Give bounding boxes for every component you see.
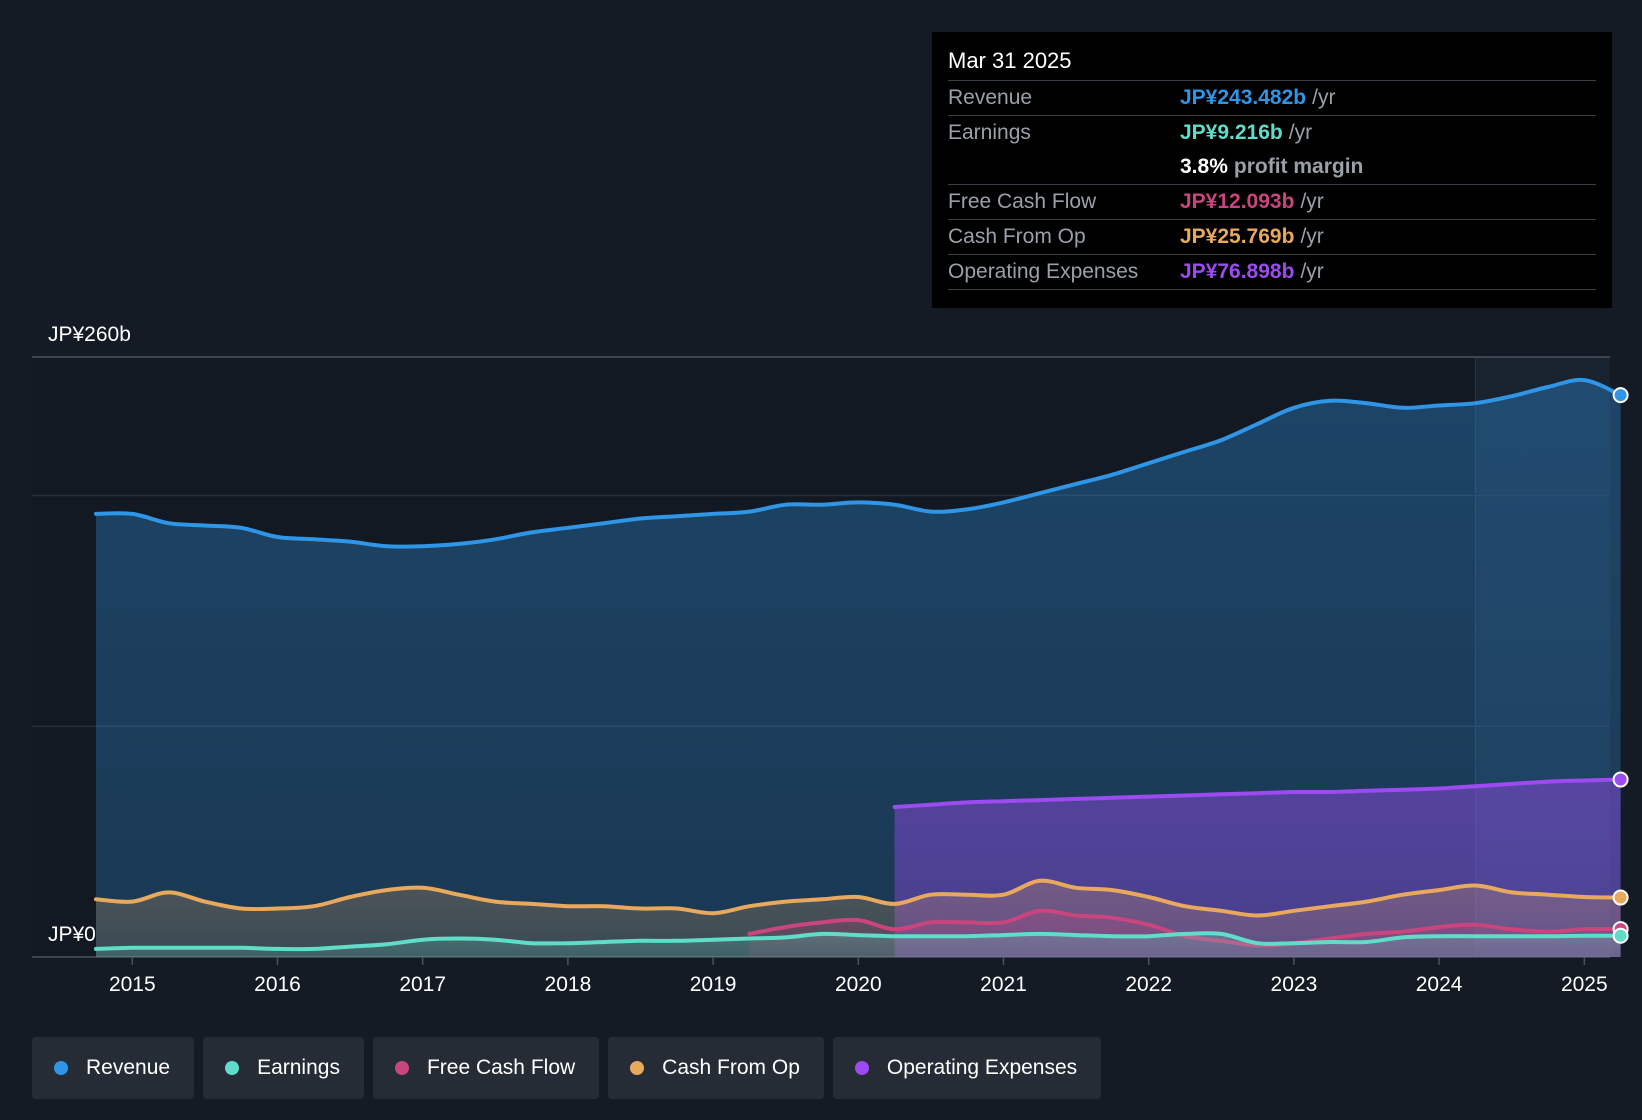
endpoint-cash-from-op	[1612, 889, 1629, 906]
x-tick-label-2020: 2020	[835, 973, 882, 996]
tooltip-date: Mar 31 2025	[948, 48, 1072, 73]
tooltip-row-cfo: Cash From Op JP¥25.769b /yr	[948, 219, 1596, 254]
legend-item-free-cash-flow[interactable]: Free Cash Flow	[372, 1037, 600, 1099]
tooltip-unit-revenue: /yr	[1312, 86, 1336, 109]
tooltip-row-revenue: Revenue JP¥243.482b /yr	[948, 80, 1596, 115]
legend-dot-earnings	[225, 1061, 240, 1075]
tooltip-value-fcf: JP¥12.093b	[1180, 190, 1295, 213]
tooltip-unit-cfo: /yr	[1300, 225, 1324, 248]
tooltip-label-opex: Operating Expenses	[948, 260, 1139, 283]
legend-label-operating-expenses: Operating Expenses	[886, 1056, 1078, 1079]
tooltip-row-fcf: Free Cash Flow JP¥12.093b /yr	[948, 184, 1596, 219]
tooltip-label-fcf: Free Cash Flow	[948, 190, 1097, 213]
tooltip-label-revenue: Revenue	[948, 86, 1033, 109]
tooltip-value-earnings: JP¥9.216b	[1180, 121, 1283, 144]
x-tick-label-2017: 2017	[399, 973, 446, 996]
legend-item-cash-from-op[interactable]: Cash From Op	[608, 1037, 824, 1099]
x-tick-label-2016: 2016	[254, 973, 301, 996]
tooltip-panel: Mar 31 2025 Revenue JP¥243.482b /yr Earn…	[932, 32, 1612, 308]
tooltip-divider	[948, 289, 1596, 290]
tooltip-label-earnings: Earnings	[948, 121, 1031, 144]
legend-label-earnings: Earnings	[257, 1056, 340, 1079]
line-revenue	[94, 377, 1623, 549]
legend: Revenue Earnings Free Cash Flow Cash Fro…	[32, 1037, 1110, 1099]
x-tick-label-2019: 2019	[690, 973, 737, 996]
x-tick-label-2024: 2024	[1416, 973, 1463, 996]
legend-item-revenue[interactable]: Revenue	[32, 1037, 195, 1099]
tooltip-unit-fcf: /yr	[1300, 190, 1324, 213]
line-operating-expenses	[892, 777, 1623, 809]
endpoint-operating-expenses	[1612, 771, 1629, 788]
y-axis-label-bottom: JP¥0	[48, 923, 96, 946]
tooltip-row-opex: Operating Expenses JP¥76.898b /yr	[948, 254, 1596, 289]
tooltip-unit-opex: /yr	[1300, 260, 1324, 283]
legend-item-operating-expenses[interactable]: Operating Expenses	[832, 1037, 1102, 1099]
tooltip-label-cfo: Cash From Op	[948, 225, 1086, 248]
tooltip-unit-margin: profit margin	[1233, 155, 1364, 178]
legend-dot-free-cash-flow	[394, 1061, 409, 1075]
tooltip-row-margin: 3.8% profit margin	[948, 150, 1596, 184]
legend-label-cash-from-op: Cash From Op	[662, 1056, 800, 1079]
legend-dot-cash-from-op	[630, 1061, 645, 1075]
y-axis-label-top: JP¥260b	[48, 323, 131, 346]
tooltip-unit-earnings: /yr	[1288, 121, 1313, 144]
tooltip-value-cfo: JP¥25.769b	[1180, 225, 1295, 248]
tooltip-value-revenue: JP¥243.482b	[1180, 86, 1307, 109]
line-earnings	[94, 931, 1623, 952]
tooltip-value-opex: JP¥76.898b	[1180, 260, 1295, 283]
x-tick-label-2018: 2018	[545, 973, 592, 996]
x-tick-label-2023: 2023	[1271, 973, 1318, 996]
endpoint-revenue	[1612, 387, 1629, 404]
x-tick-label-2022: 2022	[1125, 973, 1172, 996]
tooltip-value-margin: 3.8%	[1180, 155, 1228, 178]
endpoint-earnings	[1612, 927, 1629, 944]
x-tick-label-2015: 2015	[109, 973, 156, 996]
x-tick-label-2025: 2025	[1561, 973, 1608, 996]
legend-dot-operating-expenses	[854, 1061, 869, 1075]
x-tick-label-2021: 2021	[980, 973, 1027, 996]
legend-label-revenue: Revenue	[86, 1056, 171, 1079]
legend-item-earnings[interactable]: Earnings	[203, 1037, 364, 1099]
line-cash-from-op	[94, 878, 1623, 918]
legend-dot-revenue	[54, 1061, 68, 1075]
tooltip-row-earnings: Earnings JP¥9.216b /yr	[948, 115, 1596, 150]
legend-label-free-cash-flow: Free Cash Flow	[426, 1056, 576, 1079]
